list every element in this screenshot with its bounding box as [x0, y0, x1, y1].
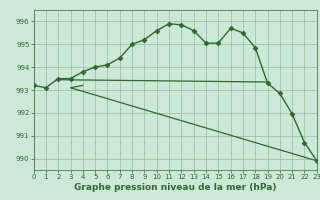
X-axis label: Graphe pression niveau de la mer (hPa): Graphe pression niveau de la mer (hPa)	[74, 183, 276, 192]
